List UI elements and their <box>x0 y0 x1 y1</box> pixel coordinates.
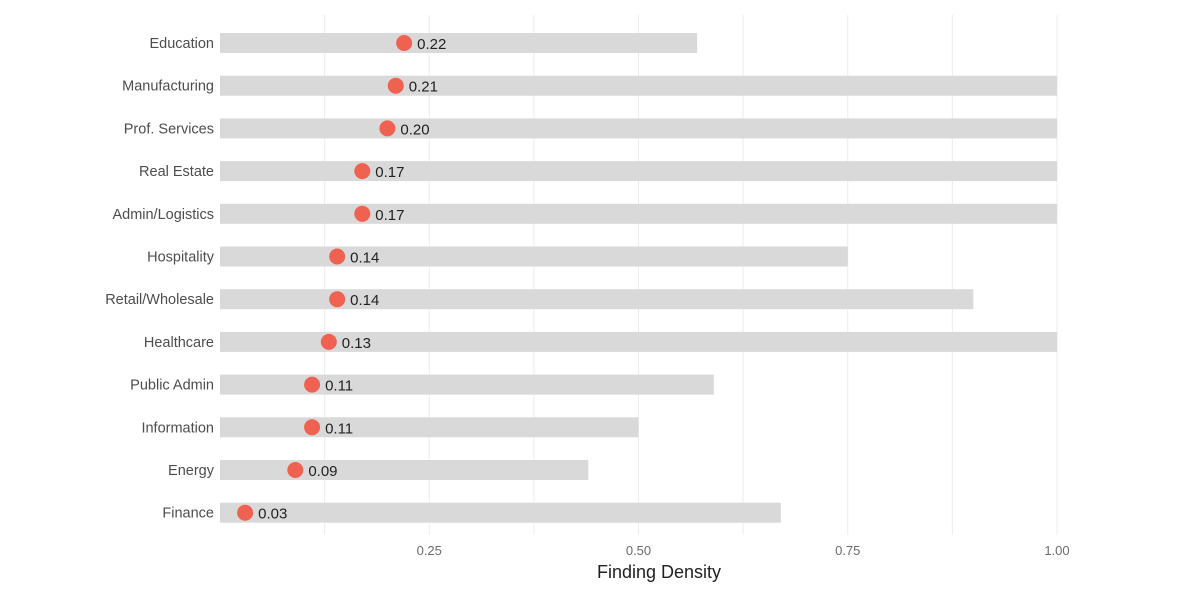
range-bar <box>220 203 1057 224</box>
value-dot <box>354 163 371 180</box>
category-label: Healthcare <box>144 335 214 351</box>
category-label: Retail/Wholesale <box>105 292 214 308</box>
category-label: Information <box>141 420 214 436</box>
value-dots <box>237 35 413 521</box>
value-label: 0.17 <box>375 207 404 224</box>
value-dot <box>379 120 396 137</box>
value-dot <box>354 205 371 222</box>
x-tick-label: 0.50 <box>626 543 651 558</box>
category-label: Public Admin <box>130 378 214 394</box>
category-label: Real Estate <box>139 164 214 180</box>
x-tick-label: 0.75 <box>835 543 860 558</box>
value-dot <box>304 376 321 393</box>
value-label: 0.14 <box>350 250 379 267</box>
range-bar <box>220 118 1057 139</box>
value-label: 0.11 <box>325 420 353 437</box>
value-label: 0.17 <box>375 164 404 181</box>
value-dot <box>304 419 321 436</box>
value-dot <box>387 77 404 94</box>
category-label: Manufacturing <box>122 79 214 95</box>
value-dot <box>329 248 346 265</box>
value-dot <box>329 291 346 308</box>
range-bar <box>220 331 1057 352</box>
value-dot <box>287 462 304 478</box>
value-label: 0.03 <box>258 506 287 523</box>
value-label: 0.09 <box>308 463 337 480</box>
value-label: 0.13 <box>342 335 371 352</box>
category-label: Hospitality <box>147 250 215 266</box>
range-bar <box>220 289 974 310</box>
category-label: Energy <box>168 463 215 479</box>
category-label: Finance <box>162 506 214 522</box>
grid-lines <box>324 15 1058 535</box>
value-dot <box>237 504 254 521</box>
range-bar <box>220 374 714 395</box>
category-label: Admin/Logistics <box>112 207 214 223</box>
range-bar <box>220 417 639 438</box>
range-bars <box>220 33 1057 523</box>
value-label: 0.21 <box>409 79 438 96</box>
value-dot <box>396 35 413 51</box>
range-bar <box>220 33 698 53</box>
category-label: Prof. Services <box>124 121 214 137</box>
range-bar <box>220 161 1057 182</box>
range-bar <box>220 502 781 523</box>
value-label: 0.20 <box>400 121 429 138</box>
x-tick-label: 0.25 <box>417 543 442 558</box>
labels: 0.25 0.50 0.75 1.00 Education 0.22 Manufacturi… <box>105 36 1069 558</box>
x-axis-title: Finding Density <box>597 562 721 582</box>
value-label: 0.11 <box>325 378 353 395</box>
x-tick-label: 1.00 <box>1044 543 1069 558</box>
value-label: 0.22 <box>417 36 446 53</box>
value-dot <box>320 333 337 350</box>
value-label: 0.14 <box>350 292 379 309</box>
category-label: Education <box>150 36 215 52</box>
range-bar <box>220 75 1057 96</box>
range-bar <box>220 246 848 267</box>
range-bar <box>220 460 589 480</box>
